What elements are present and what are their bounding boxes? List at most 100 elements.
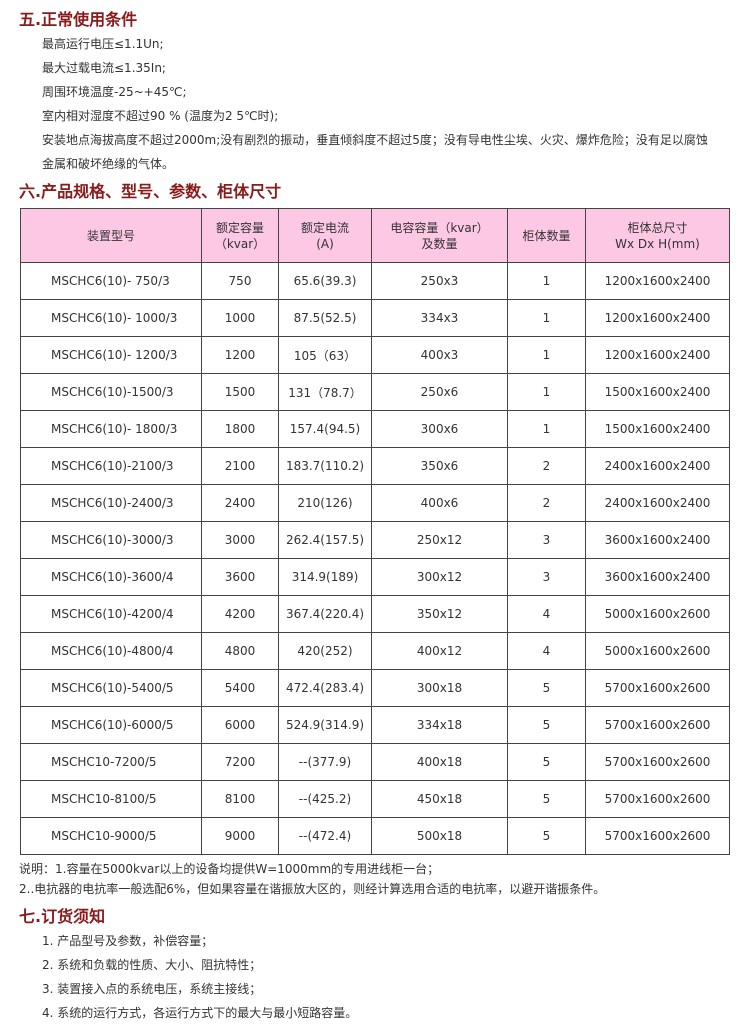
table-cell: 4200 [201,595,279,633]
table-cell: MSCHC6(10)- 1200/3 [20,336,202,374]
table-cell: 2 [507,484,586,522]
header-text: 装置型号 [86,228,135,243]
table-cell: 1200x1600x2400 [585,336,730,374]
section-7-title: 七.订货须知 [19,907,106,926]
table-cell: 3 [507,558,586,596]
table-cell: 5 [507,817,586,855]
column-header: 柜体总尺寸 Wx Dx H(mm) [585,208,730,263]
list-item: 1. 产品型号及参数，补偿容量； [42,934,214,948]
table-cell: 5 [507,780,586,818]
table-cell: 5700x1600x2600 [585,817,730,855]
table-row: MSCHC6(10)- 750/3 750 65.6(39.3) 250x3 1 1200… [20,262,730,300]
list-item: 金属和破坏绝缘的气体。 [42,157,175,171]
table-cell: 4 [507,595,586,633]
table-cell: 2400 [201,484,279,522]
table-cell: 5000x1600x2600 [585,632,730,670]
table-cell: 5700x1600x2600 [585,669,730,707]
section-5-lines: 最高运行电压≤1.1Un; 最大过载电流≤1.35In; 周围环境温度-25~+45… [42,32,730,176]
table-cell: 250x12 [371,521,508,559]
list-item: 安装地点海拔高度不超过2000m;没有剧烈的振动，垂直倾斜度不超过5度；没有导电… [42,133,708,147]
table-cell: MSCHC6(10)- 1000/3 [20,299,202,337]
table-cell: 131（78.7） [278,373,372,411]
note-1: 说明：1.容量在5000kvar以上的设备均提供W=1000mm的专用进线柜一台… [19,862,440,876]
table-cell: 1 [507,262,586,300]
table-cell: 300x6 [371,410,508,448]
table-cell: 9000 [201,817,279,855]
table-cell: 472.4(283.4) [278,669,372,707]
table-row: MSCHC6(10)- 1200/3 1200 105（63） 400x3 1 1200x… [20,336,730,374]
table-cell: 300x18 [371,669,508,707]
table-cell: 5700x1600x2600 [585,780,730,818]
table-cell: 2100 [201,447,279,485]
note-2: 2..电抗器的电抗率一般选配6%，但如果容量在谐振放大区的，则经计算选用合适的电… [19,882,606,896]
column-header: 电容容量（kvar） 及数量 [371,208,508,263]
table-row: MSCHC6(10)- 1800/3 1800 157.4(94.5) 300x6 1 1… [20,410,730,448]
table-row: MSCHC6(10)-1500/3 1500 131（78.7） 250x6 1 1500… [20,373,730,411]
header-text: 电容容量（kvar） [390,220,489,235]
table-cell: 1 [507,299,586,337]
table-cell: 5400 [201,669,279,707]
table-row: MSCHC6(10)- 1000/3 1000 87.5(52.5) 334x3 1 12… [20,299,730,337]
table-cell: 5700x1600x2600 [585,743,730,781]
table-cell: 1500 [201,373,279,411]
table-row: MSCHC6(10)-3000/3 3000 262.4(157.5) 250x12 3… [20,521,730,559]
table-cell: MSCHC6(10)-1500/3 [20,373,202,411]
table-cell: MSCHC6(10)-2400/3 [20,484,202,522]
table-row: MSCHC6(10)-4800/4 4800 420(252) 400x12 4 5000… [20,632,730,670]
table-cell: MSCHC6(10)-3600/4 [20,558,202,596]
table-cell: 314.9(189) [278,558,372,596]
table-row: MSCHC10-9000/5 9000 --(472.4) 500x18 5 5700x1… [20,817,730,855]
table-row: MSCHC6(10)-6000/5 6000 524.9(314.9) 334x18 5… [20,706,730,744]
table-cell: MSCHC6(10)-2100/3 [20,447,202,485]
table-cell: 105（63） [278,336,372,374]
table-cell: MSCHC6(10)-3000/3 [20,521,202,559]
table-cell: 5 [507,669,586,707]
table-cell: 3 [507,521,586,559]
table-cell: 350x12 [371,595,508,633]
list-item: 室内相对湿度不超过90 % (温度为2 5℃时); [42,109,279,123]
table-cell: MSCHC6(10)-6000/5 [20,706,202,744]
table-cell: 65.6(39.3) [278,262,372,300]
table-row: MSCHC6(10)-4200/4 4200 367.4(220.4) 350x12 4… [20,595,730,633]
header-text: (A) [316,236,334,251]
list-item: 3. 装置接入点的系统电压，系统主接线； [42,982,262,996]
table-cell: 450x18 [371,780,508,818]
table-cell: 1 [507,410,586,448]
table-header-row: 装置型号 额定容量 （kvar） 额定电流 (A) 电容容量（kvar） 及数量 柜体数量 柜体… [20,208,730,263]
table-cell: 250x3 [371,262,508,300]
table-cell: 3600x1600x2400 [585,521,730,559]
table-cell: 3600x1600x2400 [585,558,730,596]
section-6-title: 六.产品规格、型号、参数、柜体尺寸 [19,182,282,201]
table-cell: --(472.4) [278,817,372,855]
table-cell: MSCHC10-7200/5 [20,743,202,781]
table-cell: MSCHC6(10)-4800/4 [20,632,202,670]
table-cell: 300x12 [371,558,508,596]
table-cell: 500x18 [371,817,508,855]
table-cell: 5 [507,706,586,744]
table-cell: MSCHC6(10)-4200/4 [20,595,202,633]
table-row: MSCHC6(10)-2400/3 2400 210(126) 400x6 2 2400x… [20,484,730,522]
table-cell: 1500x1600x2400 [585,373,730,411]
table-cell: 400x6 [371,484,508,522]
table-cell: 183.7(110.2) [278,447,372,485]
table-cell: 2400x1600x2400 [585,484,730,522]
table-cell: MSCHC10-8100/5 [20,780,202,818]
table-cell: MSCHC6(10)- 1800/3 [20,410,202,448]
table-row: MSCHC6(10)-5400/5 5400 472.4(283.4) 300x18 5… [20,669,730,707]
table-row: MSCHC10-8100/5 8100 --(425.2) 450x18 5 5700x1… [20,780,730,818]
table-cell: 262.4(157.5) [278,521,372,559]
table-cell: 350x6 [371,447,508,485]
header-text: 额定容量 [215,220,264,235]
table-notes: 说明：1.容量在5000kvar以上的设备均提供W=1000mm的专用进线柜一台… [19,859,730,899]
table-cell: 1000 [201,299,279,337]
table-cell: 420(252) [278,632,372,670]
list-item: 4. 系统的运行方式，各运行方式下的最大与最小短路容量。 [42,1006,358,1020]
table-cell: 400x12 [371,632,508,670]
table-cell: 1200x1600x2400 [585,299,730,337]
table-cell: 5700x1600x2600 [585,706,730,744]
table-cell: 2400x1600x2400 [585,447,730,485]
table-row: MSCHC10-7200/5 7200 --(377.9) 400x18 5 5700x1… [20,743,730,781]
list-item: 最大过载电流≤1.35In; [42,61,166,75]
table-cell: --(425.2) [278,780,372,818]
